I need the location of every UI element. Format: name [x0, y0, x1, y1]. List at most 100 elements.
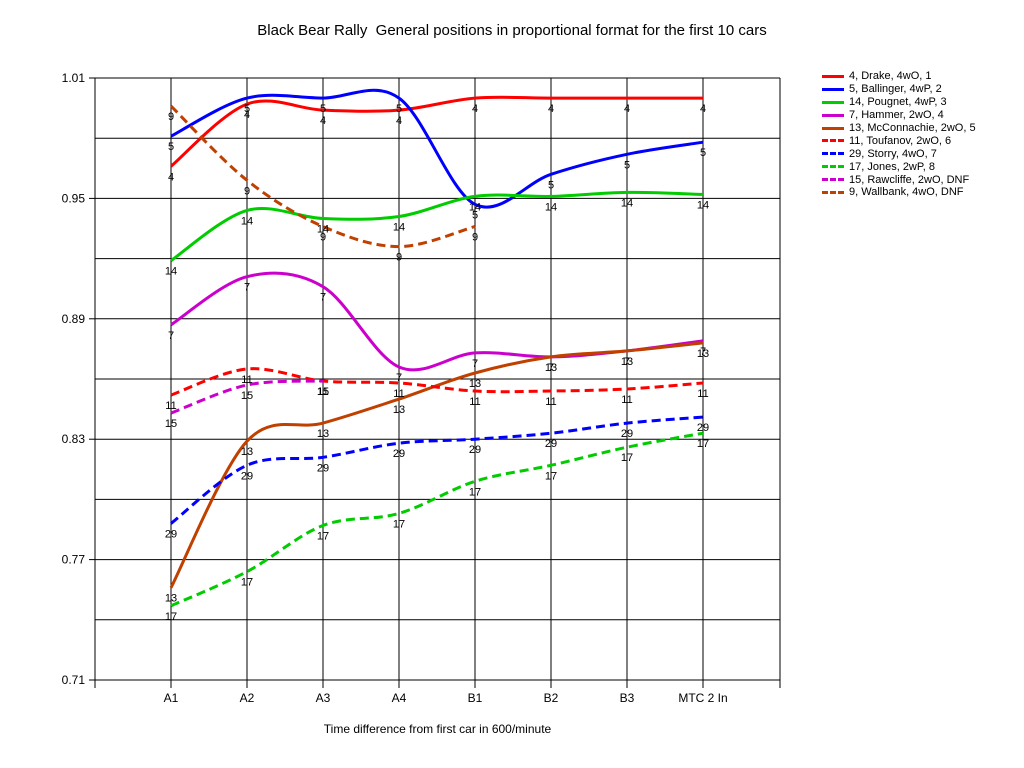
point-label: 17 — [697, 438, 709, 450]
point-label: 17 — [469, 486, 481, 498]
point-label: 7 — [320, 292, 326, 304]
x-tick-label: B2 — [544, 691, 559, 705]
point-label: 17 — [317, 530, 329, 542]
point-label: 11 — [621, 394, 632, 406]
x-tick-label: B1 — [468, 691, 483, 705]
point-label: 7 — [244, 282, 250, 294]
point-label: 15 — [317, 386, 329, 398]
legend-label: 4, Drake, 4wO, 1 — [849, 70, 932, 83]
point-label: 29 — [621, 428, 633, 440]
series-line — [170, 431, 704, 608]
series-line — [170, 367, 704, 397]
point-label: 29 — [393, 448, 405, 460]
x-tick-label: A4 — [392, 691, 407, 705]
legend-label: 29, Storry, 4wO, 7 — [849, 147, 937, 160]
x-tick-label: A3 — [316, 691, 331, 705]
point-label: 9 — [320, 231, 326, 243]
point-label: 5 — [624, 159, 630, 171]
legend-swatch — [822, 165, 844, 169]
legend-swatch — [822, 126, 844, 130]
point-label: 9 — [472, 231, 478, 243]
point-label: 13 — [697, 348, 709, 360]
x-tick-label: B3 — [620, 691, 635, 705]
point-label: 5 — [168, 141, 174, 153]
legend-swatch — [822, 100, 844, 104]
point-label: 4 — [700, 103, 706, 115]
y-tick-label: 0.83 — [62, 432, 86, 446]
series-line — [170, 415, 704, 525]
point-label: 11 — [241, 374, 252, 386]
point-label: 15 — [241, 390, 253, 402]
point-label: 5 — [548, 179, 554, 191]
point-label: 29 — [469, 444, 481, 456]
series-lines — [169, 88, 704, 608]
point-label: 17 — [393, 518, 405, 530]
point-label: 7 — [700, 346, 706, 358]
point-label: 11 — [545, 396, 556, 408]
point-label: 7 — [472, 358, 478, 370]
point-label: 4 — [548, 103, 554, 115]
point-label: 13 — [241, 446, 253, 458]
y-tick-label: 1.01 — [62, 71, 86, 85]
legend-label: 15, Rawcliffe, 2wO, DNF — [849, 173, 970, 186]
point-label: 17 — [165, 611, 177, 623]
point-label: 17 — [545, 470, 557, 482]
point-label: 29 — [317, 462, 329, 474]
x-axis-label: Time difference from first car in 600/mi… — [323, 722, 552, 736]
x-tick-label: A1 — [164, 691, 179, 705]
series-line — [170, 379, 324, 415]
point-label: 11 — [697, 388, 708, 400]
series-line — [170, 88, 704, 209]
point-label: 13 — [165, 593, 177, 605]
point-label: 15 — [165, 418, 177, 430]
legend-item: 9, Wallbank, 4wO, DNF — [822, 186, 976, 199]
point-label: 13 — [393, 404, 405, 416]
point-label: 14 — [393, 221, 405, 233]
point-label: 4 — [168, 171, 174, 183]
legend-swatch — [822, 178, 844, 182]
point-label: 14 — [165, 266, 177, 278]
point-label: 14 — [621, 197, 633, 209]
legend-item: 13, McConnachie, 2wO, 5 — [822, 122, 976, 135]
legend-item: 7, Hammer, 2wO, 4 — [822, 109, 976, 122]
point-label: 14 — [241, 215, 253, 227]
legend-swatch — [822, 113, 844, 117]
point-label: 11 — [165, 400, 176, 412]
point-label: 29 — [545, 438, 557, 450]
legend-item: 17, Jones, 2wP, 8 — [822, 160, 976, 173]
point-label: 11 — [317, 386, 328, 398]
point-label: 13 — [545, 362, 557, 374]
x-tick-label: A2 — [240, 691, 255, 705]
point-label: 13 — [621, 356, 633, 368]
point-label: 7 — [168, 330, 174, 342]
point-label: 9 — [396, 252, 402, 264]
legend-item: 29, Storry, 4wO, 7 — [822, 147, 976, 160]
point-label: 5 — [472, 209, 478, 221]
legend-item: 11, Toufanov, 2wO, 6 — [822, 134, 976, 147]
point-label: 29 — [697, 422, 709, 434]
legend-item: 5, Ballinger, 4wP, 2 — [822, 83, 976, 96]
point-label: 14 — [469, 201, 481, 213]
y-tick-label: 0.89 — [62, 312, 86, 326]
legend-label: 11, Toufanov, 2wO, 6 — [849, 134, 952, 147]
point-label: 4 — [244, 109, 250, 121]
legend-swatch — [822, 87, 844, 91]
series-line — [169, 341, 704, 589]
point-label: 5 — [396, 103, 402, 115]
point-label: 11 — [393, 388, 404, 400]
point-label: 5 — [244, 103, 250, 115]
legend-label: 5, Ballinger, 4wP, 2 — [849, 83, 942, 96]
legend-item: 14, Pougnet, 4wP, 3 — [822, 96, 976, 109]
point-label: 17 — [241, 577, 253, 589]
point-label: 14 — [697, 199, 709, 211]
legend-item: 4, Drake, 4wO, 1 — [822, 70, 976, 83]
legend: 4, Drake, 4wO, 1 5, Ballinger, 4wP, 2 14, … — [822, 70, 976, 199]
legend-label: 13, McConnachie, 2wO, 5 — [849, 122, 976, 134]
point-label: 5 — [320, 103, 326, 115]
point-label: 7 — [548, 362, 554, 374]
point-label: 29 — [241, 470, 253, 482]
point-label: 7 — [396, 372, 402, 384]
y-tick-label: 0.95 — [62, 191, 86, 205]
